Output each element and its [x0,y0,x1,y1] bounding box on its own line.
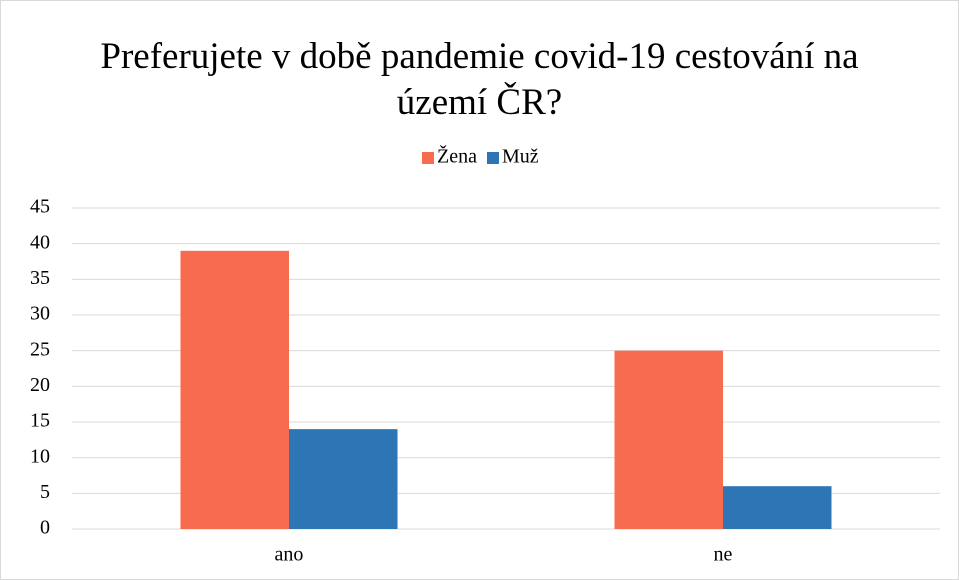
x-tick-label: ne [714,544,733,566]
bar [289,429,398,529]
y-tick-label: 30 [30,303,50,325]
bar [723,486,832,529]
y-tick-label: 20 [30,374,50,396]
y-tick-label: 5 [40,481,50,503]
x-tick-label: ano [275,544,304,566]
y-tick-label: 45 [30,196,50,218]
y-tick-label: 25 [30,338,50,360]
legend-swatch [486,152,499,164]
legend-label: Muž [502,146,539,168]
chart-title: Preferujete v době pandemie covid-19 ces… [100,36,859,123]
y-tick-label: 10 [30,445,50,467]
y-tick-label: 0 [40,517,50,539]
y-tick-label: 15 [30,410,50,432]
bar [614,350,723,529]
y-tick-label: 35 [30,267,50,289]
y-tick-label: 40 [30,231,50,253]
legend-swatch [422,152,434,164]
legend-label: Žena [437,145,477,168]
bar [180,250,289,530]
